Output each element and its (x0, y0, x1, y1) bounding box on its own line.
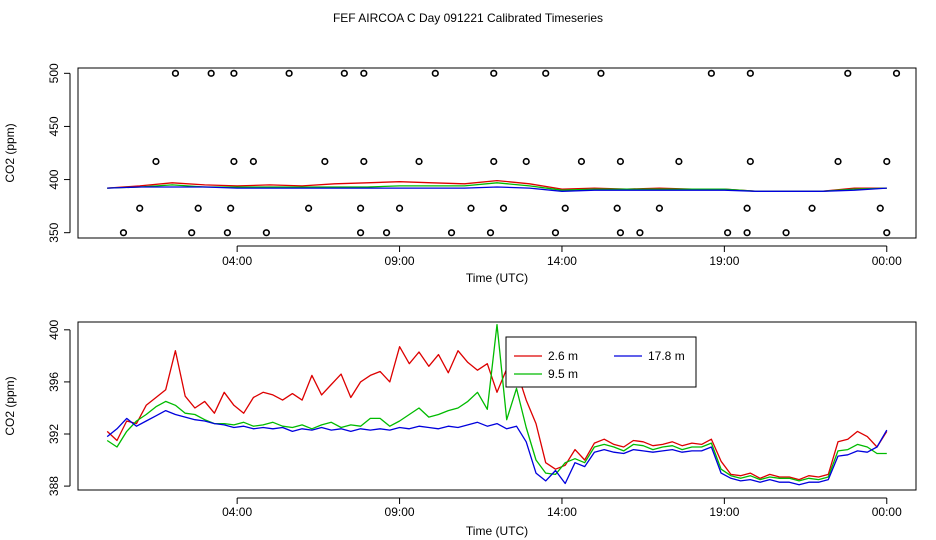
flag-point (490, 157, 498, 166)
x-tick-label: 00:00 (872, 254, 902, 268)
flag-point (490, 69, 498, 77)
flag-point (844, 69, 852, 77)
flag-point (746, 69, 754, 77)
bottom-axis-ticks: 04:00 09:00 14:00 19:00 00:00 388 392 396 400 (47, 319, 902, 519)
series-line-9-5-m (106, 323, 887, 482)
flag-point (230, 69, 238, 77)
flag-point (808, 204, 816, 212)
bottom-y-axis-label: CO2 (ppm) (3, 376, 17, 435)
flag-point (207, 69, 215, 77)
flag-point (743, 229, 751, 237)
y-tick-label: 400 (47, 169, 61, 189)
y-tick-label: 450 (47, 116, 61, 136)
flag-point (551, 229, 560, 237)
flag-point (262, 229, 270, 237)
flag-point (834, 157, 842, 166)
flag-point (675, 157, 683, 166)
flag-point (152, 157, 160, 166)
top-panel: 04:00 09:00 14:00 19:00 00:00 350 400 450 500 Ti… (3, 63, 917, 285)
flag-point (447, 229, 456, 237)
flag-point (194, 204, 202, 212)
flag-point (356, 229, 365, 237)
bottom-series-lines (106, 323, 888, 486)
flag-point (876, 204, 884, 212)
flag-point (499, 204, 508, 212)
flag-point (486, 229, 495, 237)
series-line-17-8-m (107, 186, 887, 192)
flag-point (883, 157, 891, 166)
legend-label: 17.8 m (648, 349, 685, 363)
legend-label: 9.5 m (548, 367, 578, 381)
top-flag-points (119, 69, 901, 237)
x-tick-label: 14:00 (547, 254, 577, 268)
flag-point (136, 204, 144, 212)
y-tick-label: 500 (47, 63, 61, 83)
legend: 2.6 m 17.8 m 9.5 m (505, 336, 697, 388)
series-line-17-8-m (106, 409, 888, 486)
x-tick-label: 09:00 (385, 505, 415, 519)
flag-point (360, 157, 368, 166)
flag-point (597, 69, 605, 77)
flag-point (305, 204, 313, 212)
flag-point (230, 157, 238, 166)
flag-point (395, 204, 404, 212)
y-tick-label: 396 (47, 372, 61, 392)
flag-point (616, 229, 625, 237)
flag-point (542, 69, 550, 77)
flag-point (227, 204, 235, 212)
flag-point (223, 229, 232, 237)
legend-box (505, 336, 697, 388)
flag-point (743, 204, 751, 212)
bottom-x-axis-label: Time (UTC) (466, 524, 528, 538)
flag-point (724, 229, 732, 237)
flag-point (285, 69, 293, 77)
flag-point (707, 69, 715, 77)
flag-point (883, 229, 891, 237)
flag-point (746, 157, 754, 166)
flag-point (782, 229, 790, 237)
flag-point (892, 69, 901, 77)
flag-point (188, 229, 196, 237)
flag-point (340, 69, 348, 77)
flag-point (431, 69, 439, 77)
legend-label: 2.6 m (548, 349, 578, 363)
top-series-lines (107, 179, 887, 192)
flag-point (415, 157, 423, 166)
flag-point (356, 204, 365, 212)
y-tick-label: 400 (47, 319, 61, 339)
series-line-2-6-m (106, 346, 888, 481)
x-tick-label: 04:00 (222, 254, 252, 268)
x-tick-label: 19:00 (709, 254, 739, 268)
top-y-axis-label: CO2 (ppm) (3, 123, 17, 182)
y-tick-label: 388 (47, 476, 61, 496)
y-tick-label: 350 (47, 222, 61, 242)
flag-point (636, 229, 644, 237)
flag-point (321, 157, 329, 166)
x-tick-label: 04:00 (222, 505, 252, 519)
x-tick-label: 09:00 (385, 254, 415, 268)
chart-title: FEF AIRCOA C Day 091221 Calibrated Times… (333, 11, 603, 25)
flag-point (249, 157, 257, 166)
flag-point (616, 157, 625, 166)
y-tick-label: 392 (47, 424, 61, 444)
flag-point (467, 204, 475, 212)
flag-point (119, 229, 128, 237)
flag-point (360, 69, 368, 77)
flag-point (382, 229, 391, 237)
bottom-plot-frame (77, 321, 917, 491)
x-tick-label: 00:00 (872, 505, 902, 519)
top-plot-frame (77, 67, 917, 239)
flag-point (171, 69, 180, 77)
flag-point (577, 157, 586, 166)
bottom-panel: 04:00 09:00 14:00 19:00 00:00 388 392 396 400 Ti… (3, 319, 917, 538)
flag-point (613, 204, 621, 212)
x-tick-label: 19:00 (709, 505, 739, 519)
flag-point (522, 157, 530, 166)
x-tick-label: 14:00 (547, 505, 577, 519)
top-x-axis-label: Time (UTC) (466, 271, 528, 285)
top-axis-ticks: 04:00 09:00 14:00 19:00 00:00 350 400 450 500 (47, 63, 902, 268)
flag-point (561, 204, 569, 212)
flag-point (655, 204, 664, 212)
